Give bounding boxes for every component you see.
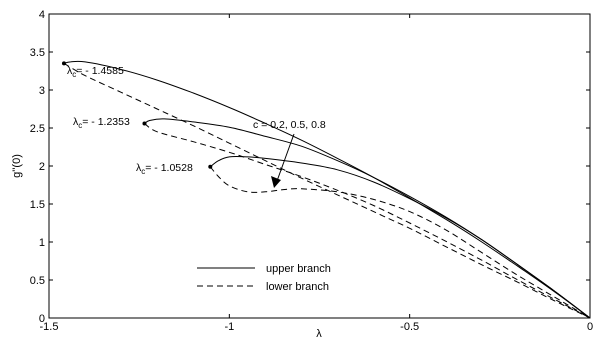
lambda-subscript: c	[72, 70, 76, 79]
legend-lower-branch: lower branch	[266, 281, 329, 293]
y-tick-label: 0.5	[30, 275, 45, 287]
series-line-lower-branch-5	[209, 166, 591, 319]
x-tick-label: -0.5	[400, 321, 419, 333]
series-line-upper-branch-4	[209, 156, 591, 319]
y-axis-label: g''(0)	[11, 154, 23, 178]
y-tick-label: 0	[39, 313, 45, 325]
x-tick-label: -1.5	[40, 321, 59, 333]
lambda-symbol: λ	[73, 116, 79, 128]
lambda-subscript: c	[141, 167, 145, 176]
critical-point-marker	[208, 164, 213, 169]
y-tick-label: 1.5	[30, 199, 45, 211]
series-line-lower-branch-3	[144, 122, 591, 319]
critical-label-1: λc= - 1.4585	[67, 65, 124, 79]
y-tick-label: 1	[39, 237, 45, 249]
series-lines	[63, 60, 591, 319]
lambda-subscript: c	[78, 121, 82, 130]
x-tick-label: 0	[587, 321, 593, 333]
critical-label-2: λc= - 1.2353	[73, 116, 130, 130]
annotation-arrow-shaft	[276, 133, 295, 182]
critical-value-2: = - 1.2353	[82, 116, 130, 128]
series-line-lower-branch-1	[63, 62, 591, 319]
annotation-arrow-head	[271, 176, 281, 188]
y-tick-label: 3.5	[30, 47, 45, 59]
svg-text:λc= - 1.0528: λc= - 1.0528	[136, 162, 193, 176]
x-tick-label: -1	[224, 321, 234, 333]
legend-upper-branch: upper branch	[266, 263, 331, 275]
legend: upper branch lower branch	[197, 263, 331, 293]
lambda-symbol: λ	[136, 162, 142, 174]
axis-ticks: -1.5 -1 -0.5 0 0 0.5 1 1.5 2 2.5 3 3.5 4	[30, 9, 593, 333]
series-line-upper-branch-0	[63, 60, 591, 319]
critical-value-1: = - 1.4585	[76, 65, 124, 77]
svg-text:λc= - 1.2353: λc= - 1.2353	[73, 116, 130, 130]
x-axis-label: λ	[316, 328, 322, 340]
lambda-symbol: λ	[67, 65, 73, 77]
svg-text:λc= - 1.4585: λc= - 1.4585	[67, 65, 124, 79]
y-tick-label: 2.5	[30, 123, 45, 135]
critical-label-3: λc= - 1.0528	[136, 162, 193, 176]
y-tick-label: 2	[39, 161, 45, 173]
critical-point-marker	[142, 121, 147, 126]
arrow-annotation-text: c = 0.2, 0.5, 0.8	[253, 119, 326, 131]
critical-value-3: = - 1.0528	[145, 162, 193, 174]
y-tick-label: 3	[39, 85, 45, 97]
critical-point-marker	[61, 61, 66, 66]
y-tick-label: 4	[39, 9, 45, 21]
critical-points	[61, 61, 213, 169]
